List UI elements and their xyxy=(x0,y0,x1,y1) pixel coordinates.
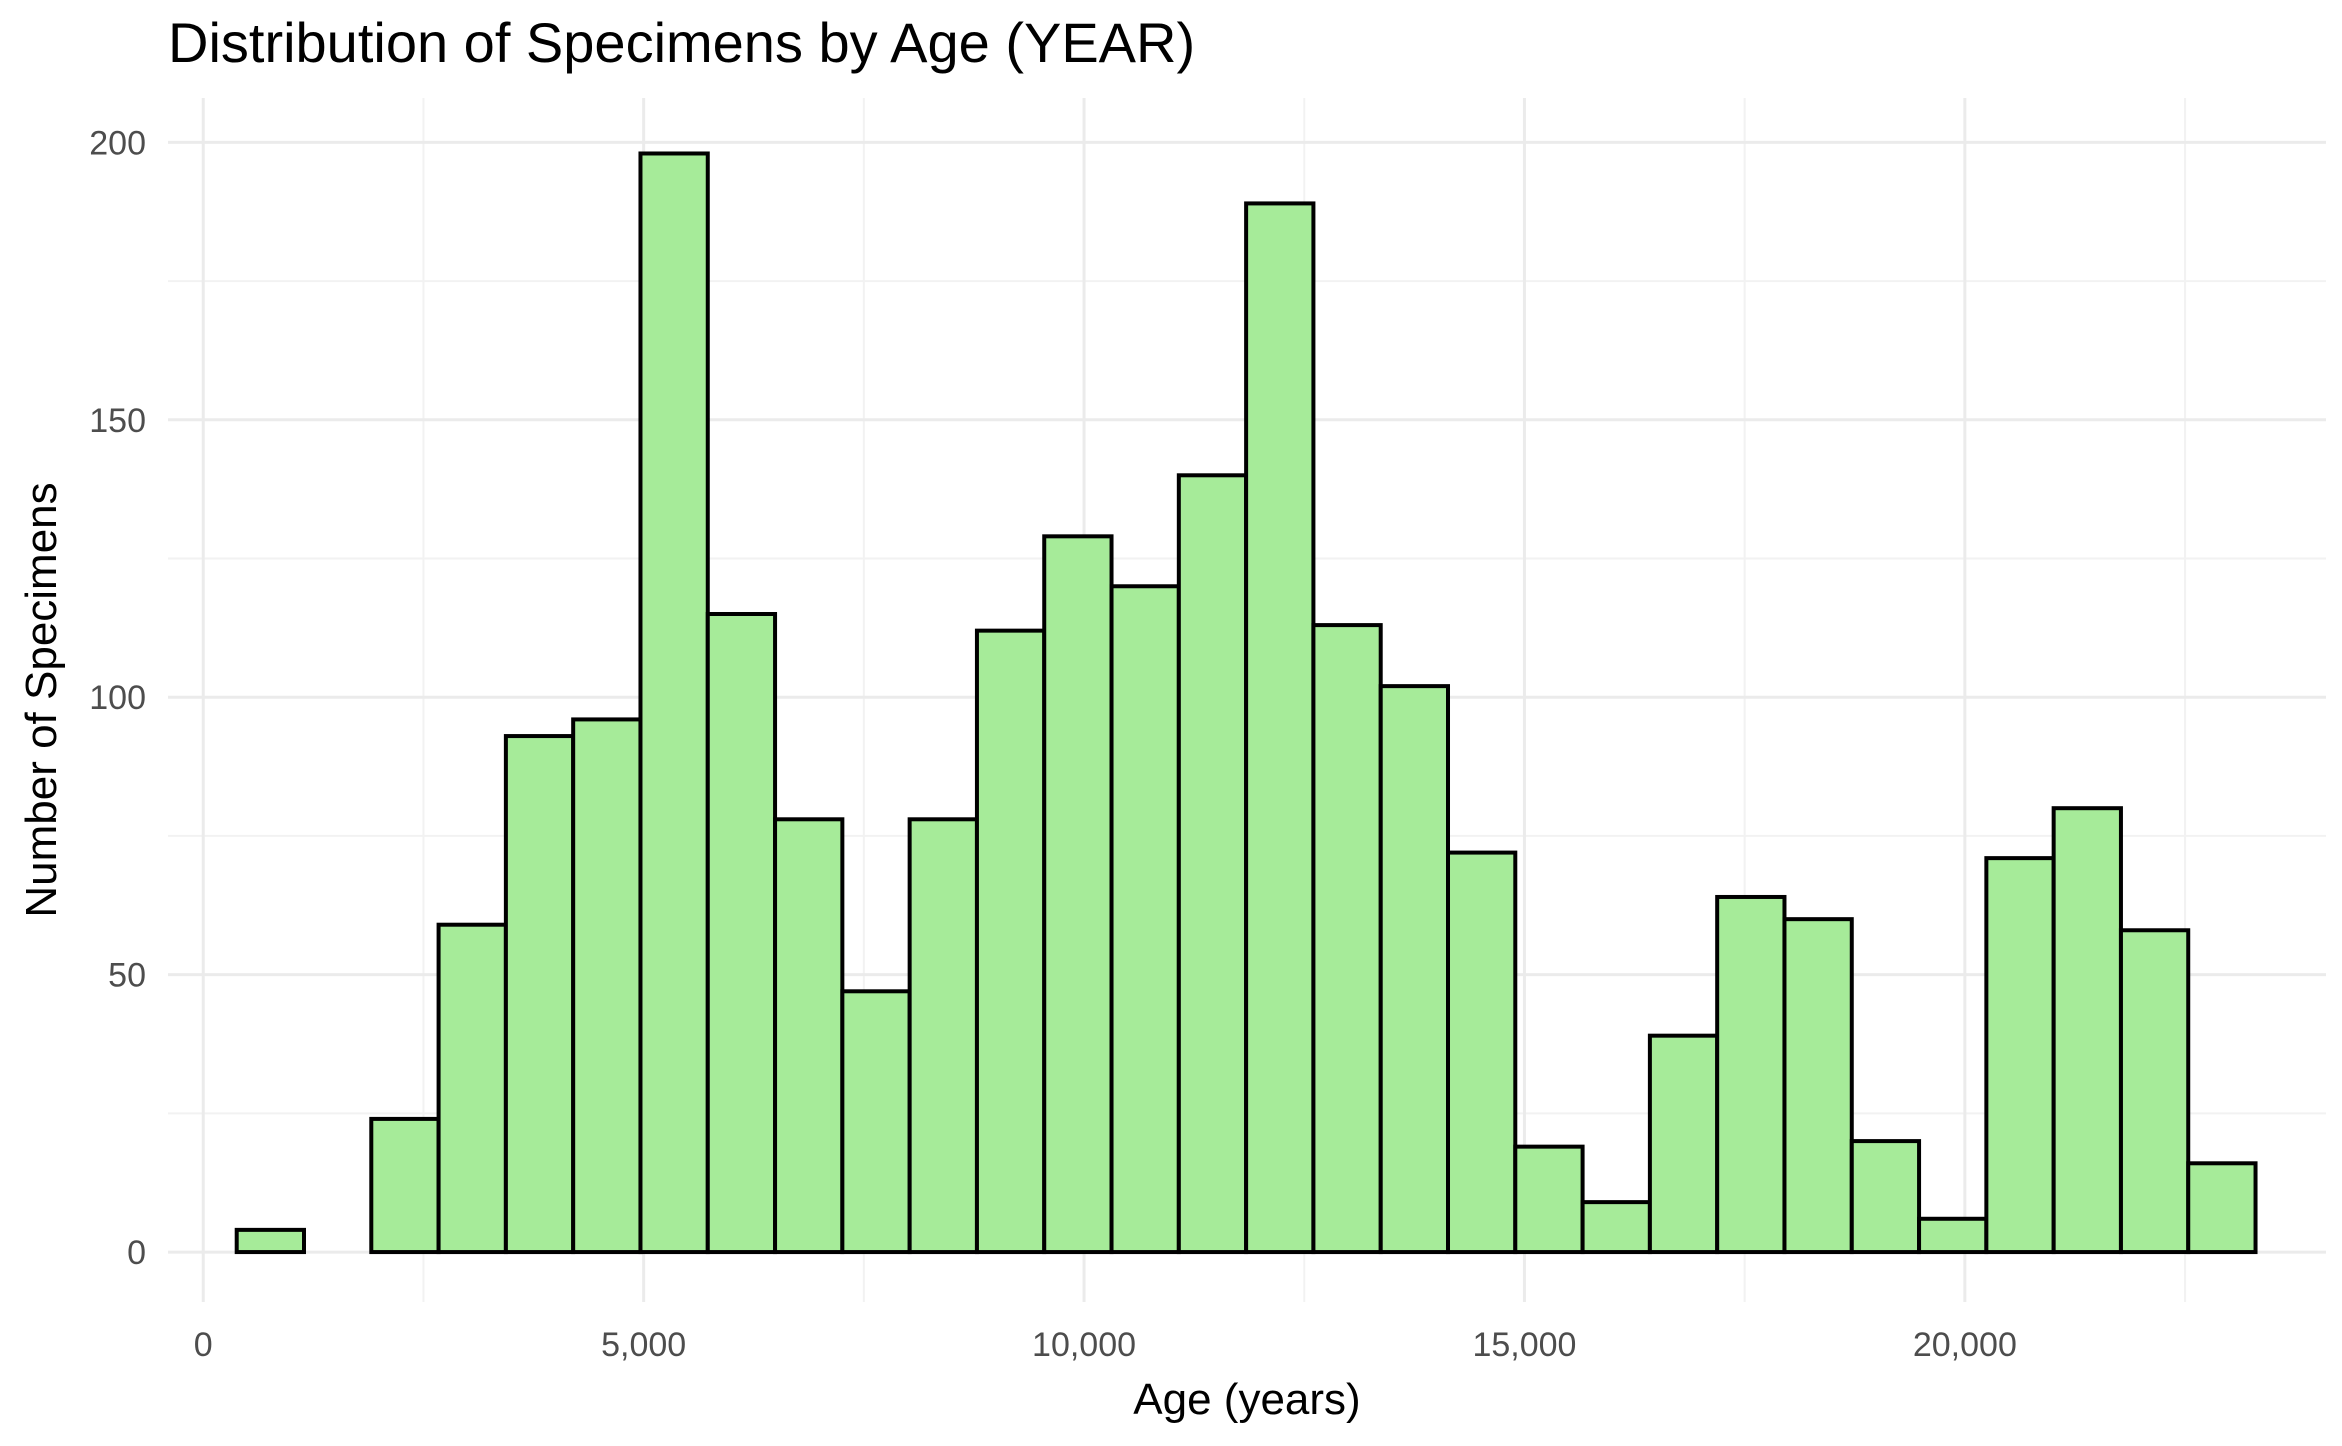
histogram-bars xyxy=(234,151,2258,1255)
histogram-bar xyxy=(1176,473,1249,1255)
histogram-bar xyxy=(1244,201,1316,1255)
y-axis-title: Number of Specimens xyxy=(17,482,66,917)
histogram-bar xyxy=(2118,928,2191,1255)
histogram-bar xyxy=(840,989,912,1255)
histogram-bar xyxy=(1311,623,1383,1255)
histogram-bar xyxy=(1984,856,2056,1255)
histogram-bar xyxy=(2051,806,2123,1255)
x-tick-label: 0 xyxy=(194,1326,213,1364)
histogram-bar xyxy=(1715,894,1787,1255)
histogram-bar xyxy=(1782,917,1854,1255)
histogram-bar xyxy=(369,1116,441,1255)
histogram-bar xyxy=(1109,584,1181,1255)
x-tick-label: 20,000 xyxy=(1913,1326,2017,1364)
chart-title: Distribution of Specimens by Age (YEAR) xyxy=(168,11,1195,74)
x-tick-label: 5,000 xyxy=(601,1326,686,1364)
x-tick-label: 10,000 xyxy=(1032,1326,1136,1364)
histogram-bar xyxy=(436,922,508,1255)
histogram-bar xyxy=(1580,1200,1652,1255)
y-tick-label: 200 xyxy=(89,124,146,162)
histogram-bar xyxy=(1849,1139,1922,1255)
y-tick-label: 0 xyxy=(127,1234,146,1272)
histogram-bar xyxy=(1042,534,1114,1255)
y-tick-label: 50 xyxy=(108,957,146,995)
histogram-bar xyxy=(974,628,1047,1255)
histogram-bar xyxy=(503,734,576,1255)
histogram-bar xyxy=(1917,1216,1989,1255)
y-tick-label: 100 xyxy=(89,679,146,717)
y-tick-label: 150 xyxy=(89,402,146,440)
histogram-bar xyxy=(571,717,643,1255)
histogram-bar xyxy=(773,817,845,1255)
histogram-bar xyxy=(1513,1144,1585,1255)
histogram-bar xyxy=(907,817,979,1255)
histogram-bar xyxy=(1647,1033,1720,1255)
histogram-bar xyxy=(705,612,778,1255)
x-tick-label: 15,000 xyxy=(1472,1326,1576,1364)
histogram-bar xyxy=(1378,684,1451,1255)
y-axis-ticks: 0 50 100 150 200 xyxy=(89,124,146,1272)
histogram-bar xyxy=(1446,850,1518,1255)
x-axis-ticks: 0 5,000 10,000 15,000 20,000 xyxy=(194,1326,2017,1364)
x-axis-title: Age (years) xyxy=(1133,1375,1360,1424)
histogram-bar xyxy=(2186,1161,2258,1255)
histogram-bar xyxy=(234,1227,306,1255)
histogram-bar xyxy=(638,151,710,1255)
